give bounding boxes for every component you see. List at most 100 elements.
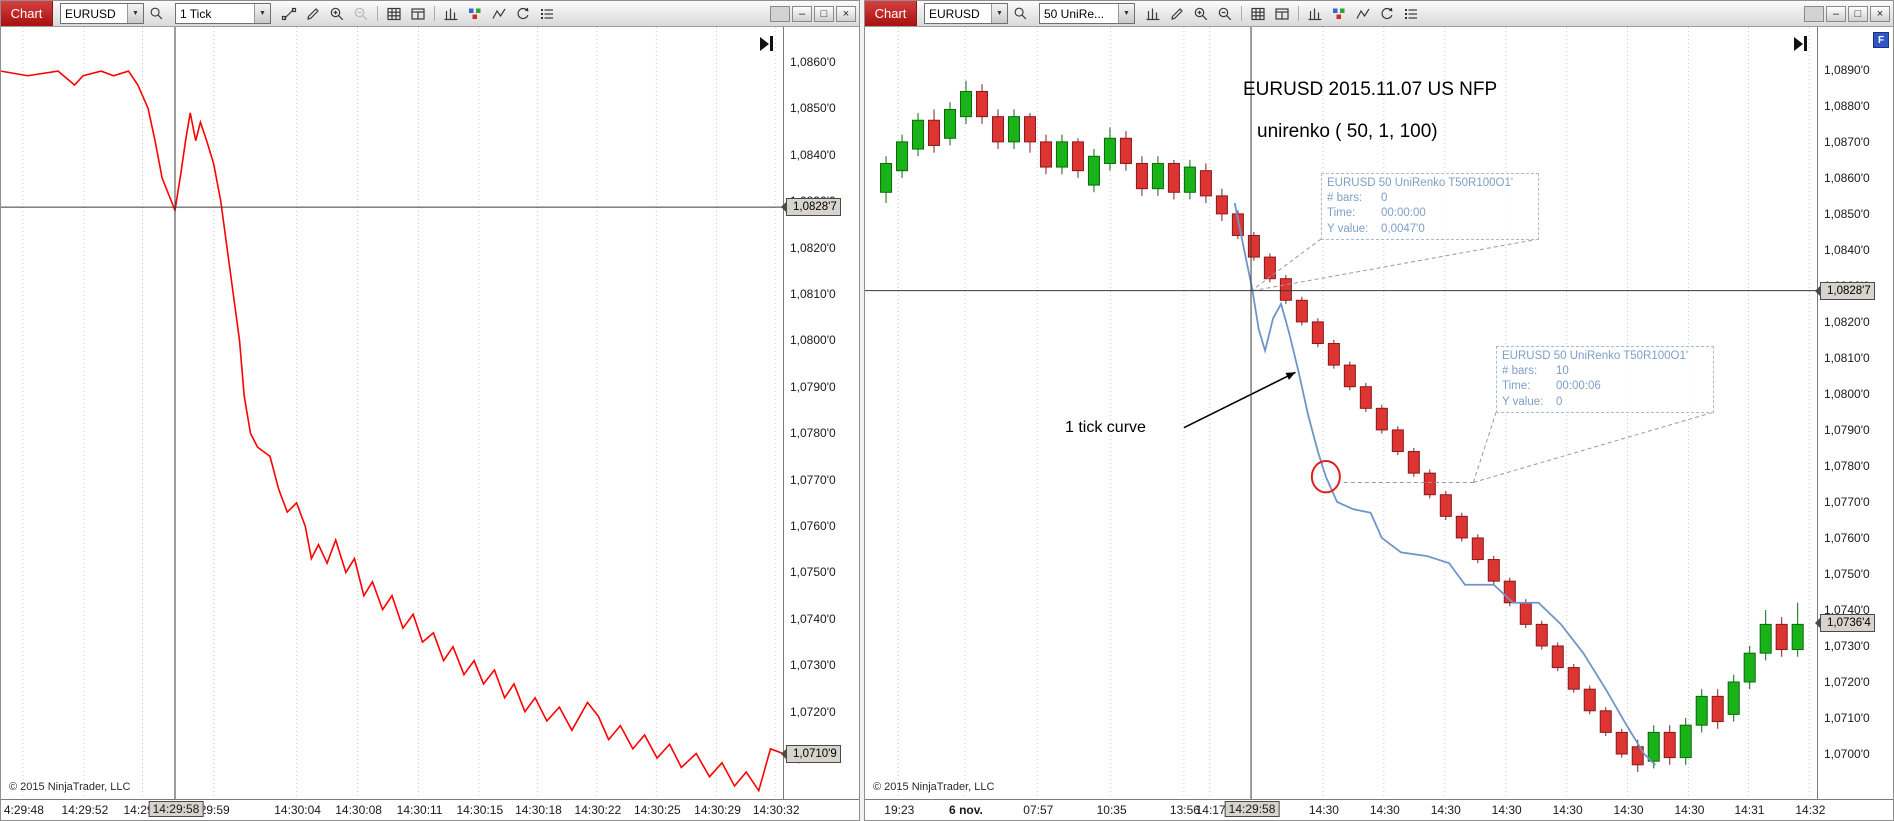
instrument-combobox[interactable]: EURUSD ▼ <box>60 3 144 24</box>
go-to-last-bar-icon[interactable] <box>760 36 773 51</box>
search-icon[interactable] <box>1009 4 1031 24</box>
data-box-row-value: 10 <box>1556 365 1569 378</box>
price-tick-label: 1,0810'0 <box>1824 350 1870 365</box>
data-box-icon[interactable] <box>407 4 429 24</box>
left-chart-window: Chart EURUSD ▼ 1 Tick ▼ – □ × © 2015 Ninja… <box>0 0 860 821</box>
objects-icon[interactable] <box>464 4 486 24</box>
time-tick-label: 14:30:32 <box>752 803 800 817</box>
right_window-toolbar <box>1141 4 1423 24</box>
zoom-in-icon[interactable] <box>326 4 348 24</box>
minimize-button[interactable]: – <box>792 5 812 22</box>
chevron-down-icon[interactable]: ▼ <box>991 4 1007 23</box>
data-box-row-value: 0 <box>1556 395 1563 408</box>
zigzag-icon[interactable] <box>488 4 510 24</box>
time-tick-label: 14:30 <box>1613 803 1644 817</box>
minimize-button[interactable]: – <box>1826 5 1846 22</box>
trendline-icon[interactable] <box>278 4 300 24</box>
time-tick-label: 14:30:11 <box>396 803 443 817</box>
restore-button[interactable] <box>770 5 790 22</box>
restore-button[interactable] <box>1804 5 1824 22</box>
data-box-icon[interactable] <box>1271 4 1293 24</box>
pencil-icon[interactable] <box>1166 4 1188 24</box>
price-tick-label: 1,0760'0 <box>790 519 836 534</box>
left_window-price-axis[interactable]: 1,0860'01,0850'01,0840'01,0830'01,0820'0… <box>783 27 858 799</box>
time-tick-label: 14:30 <box>1369 803 1400 817</box>
grid-icon[interactable] <box>1247 4 1269 24</box>
interval-combobox[interactable]: 50 UniRe... ▼ <box>1039 3 1135 24</box>
price-tick-label: 1,0860'0 <box>1824 170 1870 185</box>
search-icon[interactable] <box>145 4 167 24</box>
right-chart-area: EURUSD 2015.11.07 US NFP unirenko ( 50, … <box>865 27 1893 799</box>
time-tick-label: 14:30:22 <box>574 803 622 817</box>
price-tick-label: 1,0800'0 <box>1824 386 1870 401</box>
time-tick-label: 14:30:25 <box>633 803 681 817</box>
time-tick-label: 07:57 <box>1023 803 1054 817</box>
pencil-icon[interactable] <box>302 4 324 24</box>
price-tick-label: 1,0720'0 <box>1824 674 1870 689</box>
reload-icon[interactable] <box>1376 4 1398 24</box>
zoom-out-icon[interactable] <box>1214 4 1236 24</box>
price-tick-label: 1,0780'0 <box>1824 458 1870 473</box>
left_window-time-axis[interactable]: 4:29:48 14:29:52 14:29:5 14:29:58 29:59 14:30… <box>1 799 859 820</box>
time-tick-label: 14:30:18 <box>515 803 562 817</box>
interval-value: 50 UniRe... <box>1044 6 1105 21</box>
chevron-down-icon[interactable]: ▼ <box>1118 4 1134 23</box>
data-box-row-label: Time: <box>1327 207 1356 220</box>
objects-icon[interactable] <box>1328 4 1350 24</box>
price-tick-label: 1,0750'0 <box>790 565 836 580</box>
time-tick-label: 19:23 <box>884 803 915 817</box>
right_window-time-axis[interactable]: 19:23 6 nov. 07:57 10:35 13:56 14:17 14:29:58 1… <box>865 799 1893 820</box>
bar-chart-icon[interactable] <box>440 4 462 24</box>
price-tick-label: 1,0760'0 <box>1824 530 1870 545</box>
time-tick-label: 14:30 <box>1674 803 1705 817</box>
crosshair-time-marker: 14:29:58 <box>148 801 204 817</box>
interval-combobox[interactable]: 1 Tick ▼ <box>175 3 271 24</box>
maximize-button[interactable]: □ <box>1848 5 1868 22</box>
left_window-plot[interactable]: © 2015 NinjaTrader, LLC <box>1 27 783 799</box>
data-box-row-label: Y value: <box>1502 395 1544 408</box>
data-box-row-value: 0,0047'0 <box>1381 222 1425 235</box>
zigzag-icon[interactable] <box>1352 4 1374 24</box>
data-box-title: EURUSD 50 UniRenko T50R100O1' <box>1327 177 1514 189</box>
go-to-last-bar-icon[interactable] <box>1794 36 1807 51</box>
price-tick-label: 1,0820'0 <box>790 240 836 255</box>
tick-curve-label-annotation: 1 tick curve <box>1065 419 1146 436</box>
price-tick-label: 1,0700'0 <box>1824 746 1870 761</box>
bar-chart-icon[interactable] <box>1142 4 1164 24</box>
price-tick-label: 1,0880'0 <box>1824 98 1870 113</box>
chart-menu-tab[interactable]: Chart <box>1 1 53 26</box>
chevron-down-icon[interactable]: ▼ <box>254 4 270 23</box>
right-chart-window: Chart EURUSD ▼ 50 UniRe... ▼ – □ × EURUSD … <box>864 0 1894 821</box>
instrument-combobox[interactable]: EURUSD ▼ <box>924 3 1008 24</box>
time-tick-label: 14:30 <box>1552 803 1583 817</box>
toolbar-separator <box>1241 6 1242 21</box>
last-price-marker: 1,0736'4 <box>1820 613 1875 632</box>
nfp-title-annotation: EURUSD 2015.11.07 US NFP <box>1243 79 1498 100</box>
grid-icon[interactable] <box>383 4 405 24</box>
properties-icon[interactable] <box>536 4 558 24</box>
bar-chart-icon[interactable] <box>1304 4 1326 24</box>
play-triangle <box>1794 36 1803 51</box>
close-button[interactable]: × <box>836 5 856 22</box>
price-tick-label: 1,0870'0 <box>1824 134 1870 149</box>
price-tick-label: 1,0810'0 <box>790 286 836 301</box>
toolbar-separator <box>377 6 378 21</box>
chevron-down-icon[interactable]: ▼ <box>127 4 143 23</box>
chart-menu-tab[interactable]: Chart <box>865 1 917 26</box>
price-tick-label: 1,0790'0 <box>790 379 836 394</box>
zoom-in-icon[interactable] <box>1190 4 1212 24</box>
close-button[interactable]: × <box>1870 5 1890 22</box>
right_window-price-axis[interactable]: F 1,0890'0 1,0880'0 1,0870'0 1,0860'0 1,0850… <box>1817 27 1892 799</box>
copyright-text: © 2015 NinjaTrader, LLC <box>873 781 995 793</box>
properties-icon[interactable] <box>1400 4 1422 24</box>
f-badge[interactable]: F <box>1873 32 1889 48</box>
time-tick-label: 14:30 <box>1491 803 1522 817</box>
price-tick-label: 1,0790'0 <box>1824 422 1870 437</box>
price-tick-label: 1,0750'0 <box>1824 566 1870 581</box>
reload-icon[interactable] <box>512 4 534 24</box>
time-tick-label: 14:30:15 <box>456 803 504 817</box>
time-tick-label: 14:30:08 <box>335 803 382 817</box>
maximize-button[interactable]: □ <box>814 5 834 22</box>
right_window-plot[interactable]: EURUSD 2015.11.07 US NFP unirenko ( 50, … <box>865 27 1817 799</box>
data-box-row-value: 0 <box>1381 192 1388 205</box>
